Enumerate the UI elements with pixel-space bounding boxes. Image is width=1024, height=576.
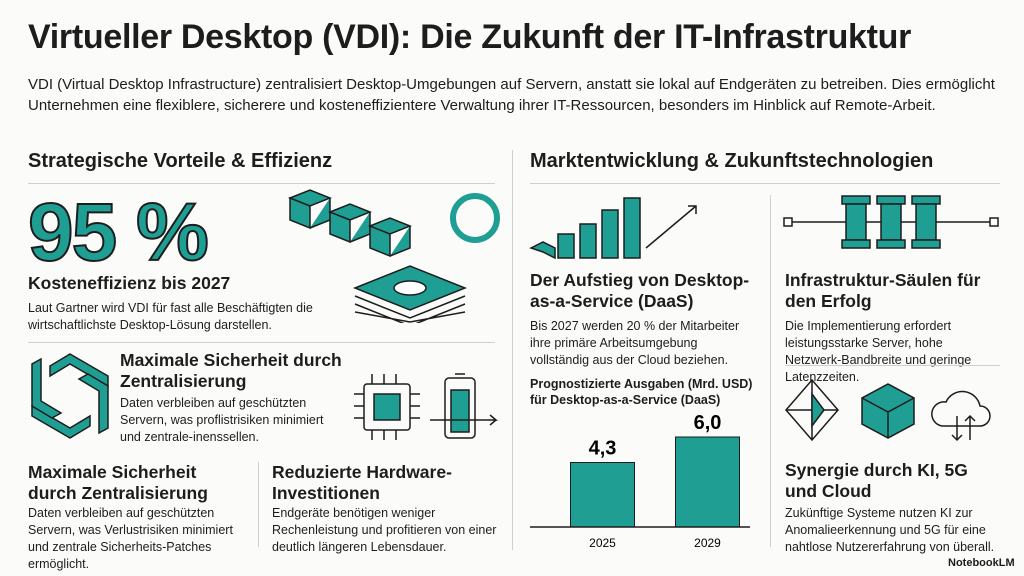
feature-text: Daten verbleiben auf geschützten Servern… [28,506,233,571]
stat-text: Laut Gartner wird VDI für fast alle Besc… [28,301,313,332]
section-heading: Marktentwicklung & Zukunftstechnologien [530,150,934,172]
feature-title: Synergie durch KI, 5G und Cloud [785,460,968,501]
chart: 4,3 2025 6,0 2029 [530,412,750,550]
divider [512,150,513,550]
feature-text: Zukünftige Systeme nutzen KI zur Anomali… [785,506,995,554]
feature-text: Endgeräte benötigen weniger Rechenleistu… [272,506,497,554]
growth-icon [529,197,697,260]
section-heading: Strategische Vorteile & Effizienz [28,150,333,172]
chart-title: Prognostizierte Ausgaben (Mrd. USD) für … [530,377,753,407]
divider [28,342,495,343]
stat-title: Kosteneffizienz bis 2027 [28,273,231,293]
divider [258,462,259,547]
divider [530,183,1000,184]
big-stat: 95 % [27,186,210,279]
x-tick-label: 2029 [694,536,721,550]
intro-text: VDI (Virtual Desktop Infrastructure) zen… [28,76,995,114]
feature-text: Bis 2027 werden 20 % der Mitarbeiter ihr… [530,319,740,367]
feature-title: Infrastruktur-Säulen für den Erfolg [785,270,981,311]
bar [675,436,740,528]
feature-text: Die Implementierung erfordert leistungss… [785,319,972,384]
feature-text: Daten verbleiben auf geschützten Servern… [120,396,324,444]
page-title: Virtueller Desktop (VDI): Die Zukunft de… [28,18,912,56]
feature-title: Maximale Sicherheit durch Zentralisierun… [120,350,342,391]
value-label: 4,3 [589,438,617,460]
security-icon [31,353,109,439]
x-tick-label: 2025 [589,536,616,550]
feature-title: Maximale Sicherheit durch Zentralisierun… [28,462,208,503]
pillars-icon [783,195,999,249]
feature-title: Der Aufstieg von Desktop-as-a-Service (D… [530,270,750,311]
feature-title: Reduzierte Hardware-Investitionen [272,462,452,503]
value-label: 6,0 [694,412,722,434]
hardware-icon [354,373,499,440]
divider [785,365,1000,366]
divider [28,183,495,184]
cost-icon [287,189,500,323]
divider [770,195,771,547]
brand: NotebookLM [948,557,1015,569]
bar [570,462,635,528]
tech-icon [785,378,991,442]
